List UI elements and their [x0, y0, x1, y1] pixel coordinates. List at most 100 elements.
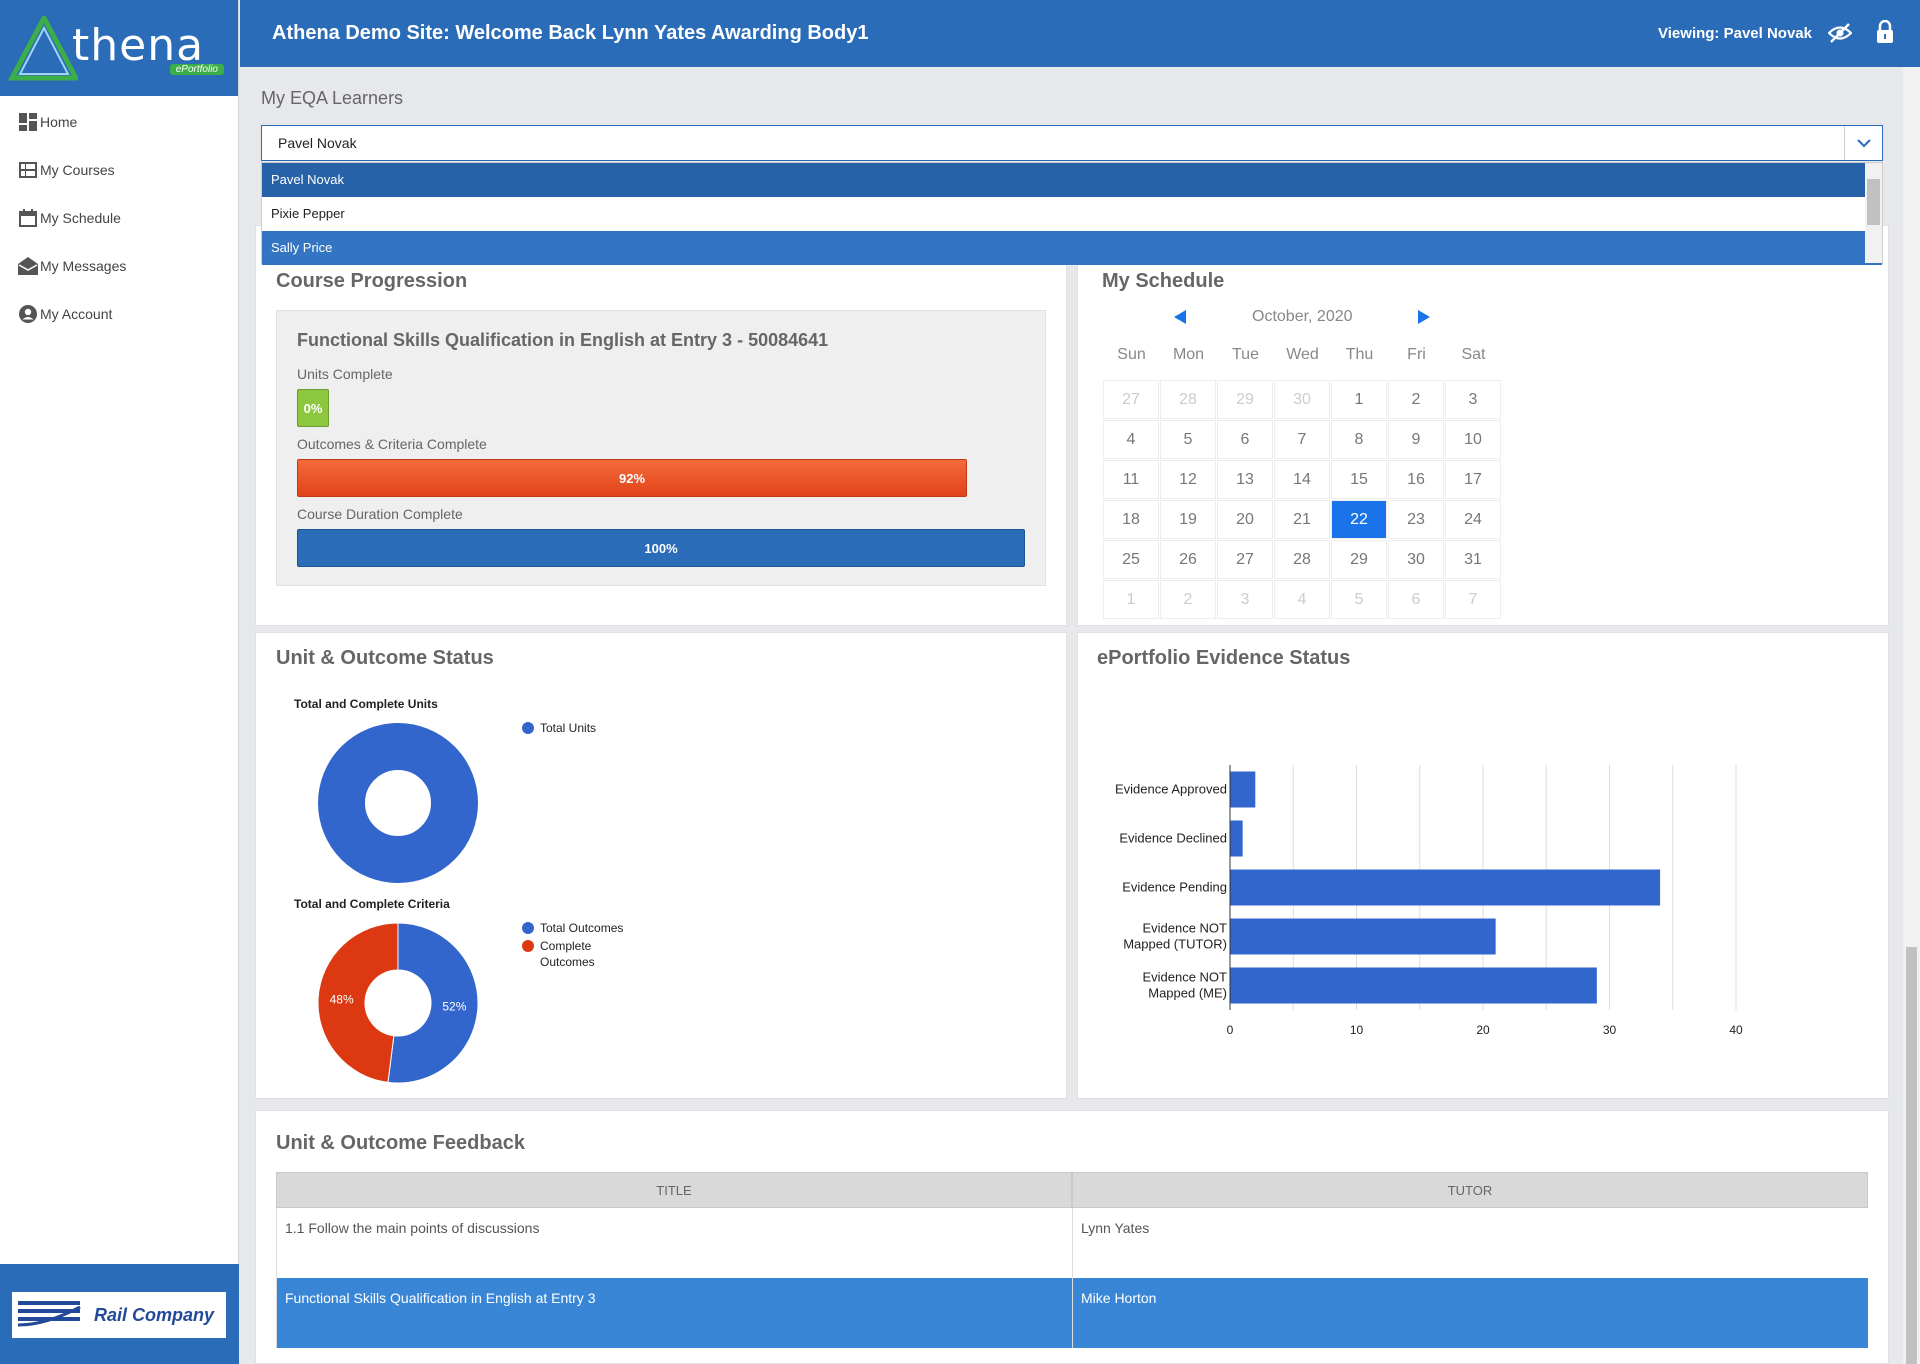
calendar-day[interactable]: 21	[1274, 500, 1330, 539]
sidebar-item-label: My Courses	[40, 162, 115, 178]
column-header-tutor[interactable]: TUTOR	[1072, 1172, 1868, 1208]
learner-option[interactable]: Pixie Pepper	[271, 206, 345, 221]
calendar-day[interactable]: 13	[1217, 460, 1273, 499]
lock-icon[interactable]	[1876, 19, 1894, 49]
sidebar-item-my-account[interactable]: My Account	[0, 290, 238, 338]
calendar-day[interactable]: 8	[1331, 420, 1387, 459]
calendar-day[interactable]: 17	[1445, 460, 1501, 499]
logo[interactable]: thena ePortfolio	[0, 0, 238, 96]
category-label: Evidence NOT	[1142, 970, 1227, 985]
calendar-day[interactable]: 2	[1388, 380, 1444, 419]
learner-select-value[interactable]: Pavel Novak	[278, 135, 357, 151]
sidebar-item-label: Home	[40, 114, 78, 130]
calendar-day[interactable]: 31	[1445, 540, 1501, 579]
learner-dropdown-list: Pavel Novak Pixie Pepper Sally Price	[261, 162, 1883, 265]
calendar-day[interactable]: 30	[1388, 540, 1444, 579]
logo-triangle-icon	[8, 16, 78, 81]
calendar-day[interactable]: 5	[1160, 420, 1216, 459]
table-cell-title[interactable]: Functional Skills Qualification in Engli…	[276, 1278, 1072, 1348]
legend-label: Total Units	[540, 721, 596, 735]
weekday-fri: Fri	[1407, 346, 1426, 363]
calendar-day[interactable]: 25	[1103, 540, 1159, 579]
calendar-day[interactable]: 1	[1331, 380, 1387, 419]
units-progress-bar: 0%	[297, 389, 329, 427]
calendar-day[interactable]: 5	[1331, 580, 1387, 619]
chart-title: Total and Complete Units	[294, 697, 438, 711]
calendar-day[interactable]: 28	[1160, 380, 1216, 419]
weekday-sun: Sun	[1117, 346, 1146, 363]
table-cell-title[interactable]: 1.1 Follow the main points of discussion…	[276, 1208, 1072, 1278]
calendar-day[interactable]: 11	[1103, 460, 1159, 499]
learner-select[interactable]: Pavel Novak	[261, 125, 1883, 161]
rail-company-logo: Rail Company	[12, 1292, 226, 1338]
calendar-day[interactable]: 14	[1274, 460, 1330, 499]
calendar-day[interactable]: 16	[1388, 460, 1444, 499]
calendar-day[interactable]: 18	[1103, 500, 1159, 539]
logo-text: thena	[72, 20, 205, 71]
sidebar-item-label: My Account	[40, 306, 113, 322]
calendar-day[interactable]: 6	[1217, 420, 1273, 459]
viewing-label: Viewing: Pavel Novak	[1658, 25, 1812, 42]
scrollbar-thumb[interactable]	[1906, 947, 1917, 1364]
calendar-day[interactable]: 30	[1274, 380, 1330, 419]
calendar-day[interactable]: 3	[1217, 580, 1273, 619]
learner-option[interactable]: Sally Price	[262, 231, 1882, 265]
rail-company-text: Rail Company	[94, 1304, 215, 1325]
calendar-day[interactable]: 29	[1217, 380, 1273, 419]
tick-label: 0	[1227, 1023, 1234, 1037]
calendar-day[interactable]: 28	[1274, 540, 1330, 579]
next-month-icon[interactable]	[1418, 310, 1430, 329]
calendar-day[interactable]: 15	[1331, 460, 1387, 499]
calendar-day[interactable]: 27	[1103, 380, 1159, 419]
calendar-day[interactable]: 2	[1160, 580, 1216, 619]
legend-label: Complete	[540, 939, 592, 953]
eye-slash-icon[interactable]	[1827, 22, 1853, 49]
calendar-day[interactable]: 7	[1445, 580, 1501, 619]
calendar-day[interactable]: 3	[1445, 380, 1501, 419]
course-progress-panel: Functional Skills Qualification in Engli…	[276, 310, 1046, 586]
learner-option[interactable]: Pavel Novak	[262, 163, 1882, 197]
calendar-day[interactable]: 4	[1103, 420, 1159, 459]
calendar-day[interactable]: 4	[1274, 580, 1330, 619]
calendar-day[interactable]: 1	[1103, 580, 1159, 619]
calendar-day[interactable]: 19	[1160, 500, 1216, 539]
calendar-day[interactable]: 20	[1217, 500, 1273, 539]
chart-title: Total and Complete Criteria	[294, 897, 450, 911]
table-cell-tutor[interactable]: Mike Horton	[1072, 1278, 1868, 1348]
sidebar-item-my-schedule[interactable]: My Schedule	[0, 194, 238, 242]
course-progression-title: Course Progression	[276, 270, 468, 292]
calendar-day[interactable]: 24	[1445, 500, 1501, 539]
pie-slice	[387, 922, 479, 1084]
scrollbar-thumb[interactable]	[1867, 179, 1880, 225]
envelope-icon	[18, 257, 38, 275]
calendar-day[interactable]: 27	[1217, 540, 1273, 579]
calendar-day[interactable]: 10	[1445, 420, 1501, 459]
calendar-day[interactable]: 22	[1331, 500, 1387, 539]
page-title: Athena Demo Site: Welcome Back Lynn Yate…	[272, 22, 869, 44]
calendar-day[interactable]: 29	[1331, 540, 1387, 579]
calendar-day[interactable]: 9	[1388, 420, 1444, 459]
calendar-day[interactable]: 12	[1160, 460, 1216, 499]
dropdown-scrollbar[interactable]	[1865, 163, 1882, 263]
prev-month-icon[interactable]	[1174, 310, 1186, 329]
sidebar-item-my-messages[interactable]: My Messages	[0, 242, 238, 290]
weekday-thu: Thu	[1345, 346, 1374, 363]
weekday-mon: Mon	[1172, 346, 1205, 363]
sidebar: thena ePortfolio Home My Courses My Sche…	[0, 0, 239, 1364]
column-header-title[interactable]: TITLE	[276, 1172, 1072, 1208]
calendar-day[interactable]: 23	[1388, 500, 1444, 539]
sidebar-item-my-courses[interactable]: My Courses	[0, 146, 238, 194]
category-label: Evidence Declined	[1119, 831, 1227, 846]
table-cell-tutor[interactable]: Lynn Yates	[1072, 1208, 1868, 1278]
schedule-title: My Schedule	[1102, 270, 1225, 292]
category-label: Evidence NOT	[1142, 921, 1227, 936]
calendar-day[interactable]: 7	[1274, 420, 1330, 459]
sidebar-item-home[interactable]: Home	[0, 98, 238, 146]
weekday-sat: Sat	[1461, 346, 1486, 363]
calendar-day[interactable]: 26	[1160, 540, 1216, 579]
calendar-day[interactable]: 6	[1388, 580, 1444, 619]
page-scrollbar[interactable]	[1903, 67, 1920, 1364]
chevron-down-icon[interactable]	[1844, 126, 1882, 160]
outcomes-complete-label: Outcomes & Criteria Complete	[297, 436, 487, 452]
category-label: Mapped (TUTOR)	[1123, 937, 1227, 952]
